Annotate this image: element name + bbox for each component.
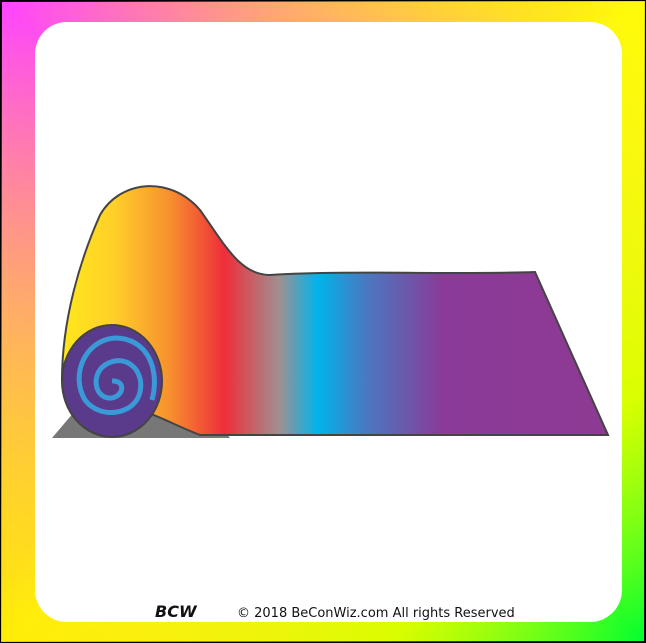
copyright: © 2018 BeConWiz.com All rights Reserved <box>237 606 515 621</box>
logo: BCW <box>155 602 198 621</box>
yoga-mat <box>60 185 610 436</box>
roll-spiral <box>76 335 157 415</box>
